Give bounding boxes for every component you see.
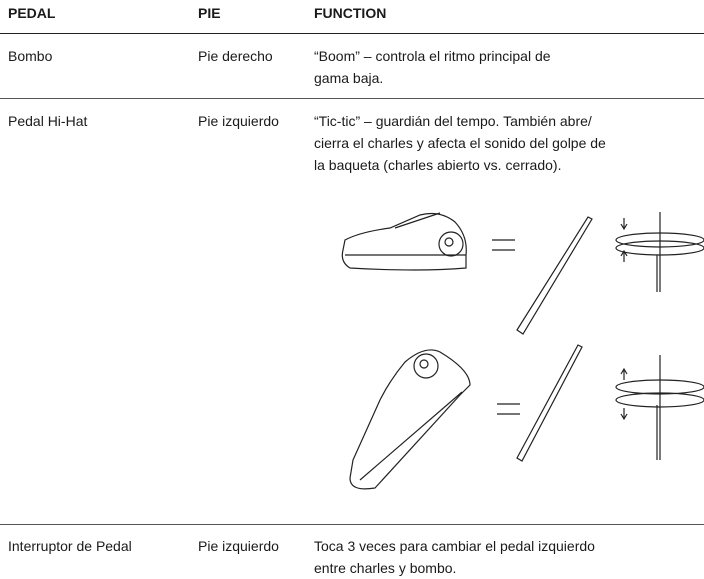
row-rule	[0, 524, 704, 525]
cymbal-closed	[615, 212, 704, 292]
shoe-flat	[341, 212, 467, 271]
equals	[492, 239, 515, 251]
header-rule	[0, 33, 704, 34]
function-line: Toca 3 veces para cambiar el pedal izqui…	[314, 538, 595, 554]
function-line: “Tic-tic” – guardián del tempo. También …	[314, 113, 592, 129]
column-header: FUNCTION	[314, 5, 387, 21]
foot-cell: Pie izquierdo	[198, 113, 279, 129]
foot-cell: Pie izquierdo	[198, 538, 279, 554]
column-header: PIE	[198, 5, 221, 21]
column-header: PEDAL	[8, 5, 56, 21]
function-line: la baqueta (charles abierto vs. cerrado)…	[314, 157, 562, 173]
function-line: cierra el charles y afecta el sonido del…	[314, 135, 606, 151]
cymbal-open	[615, 355, 704, 460]
shoe-raised	[349, 349, 471, 490]
pedal-cell: Bombo	[8, 48, 53, 64]
drumstick	[516, 216, 593, 335]
row-rule	[0, 98, 704, 99]
function-line: entre charles y bombo.	[314, 560, 457, 576]
drumstick	[516, 344, 583, 462]
pedal-cell: Interruptor de Pedal	[8, 538, 132, 554]
function-line: gama baja.	[314, 70, 384, 86]
function-line: “Boom” – controla el ritmo principal de	[314, 48, 551, 64]
pedal-cell: Pedal Hi-Hat	[8, 113, 88, 129]
equals	[497, 403, 520, 415]
foot-cell: Pie derecho	[198, 48, 273, 64]
